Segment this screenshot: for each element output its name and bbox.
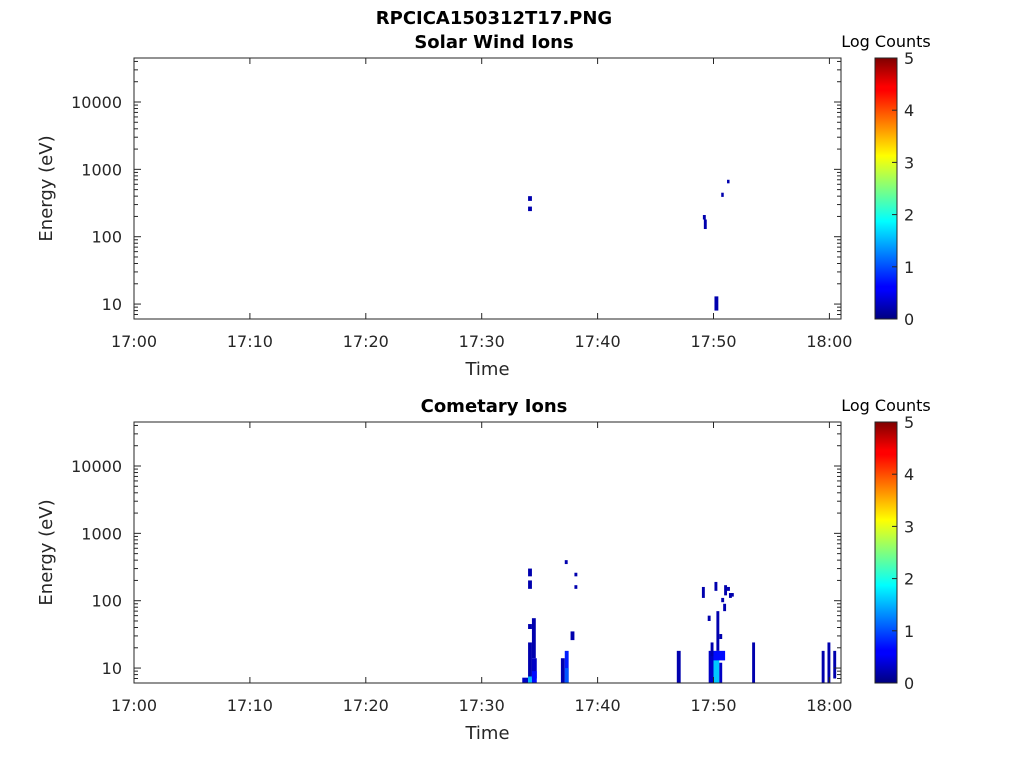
data-cell — [723, 603, 727, 612]
x-tick-label: 17:10 — [227, 696, 273, 715]
x-tick-label: 17:20 — [343, 696, 389, 715]
data-cell — [714, 296, 719, 311]
data-cell — [728, 593, 732, 598]
y-tick-label: 100 — [91, 228, 122, 247]
data-cell — [721, 597, 725, 603]
y-axis-label: Energy (eV) — [36, 135, 57, 241]
y-tick-label: 10 — [102, 659, 122, 678]
x-tick-label: 17:40 — [575, 332, 621, 351]
colorbar-tick-label: 0 — [904, 674, 914, 693]
data-cell — [528, 206, 532, 212]
data-cell — [531, 671, 537, 683]
data-cell — [752, 642, 756, 683]
data-cell — [719, 634, 723, 639]
data-cell — [522, 677, 529, 683]
data-cell — [721, 192, 724, 197]
y-tick-label: 10000 — [71, 457, 122, 476]
colorbar-tick-label: 2 — [904, 206, 914, 225]
spectrogram-cells — [528, 179, 730, 311]
data-cell — [531, 658, 537, 679]
data-cell — [560, 658, 565, 683]
colorbar-label: Log Counts — [841, 32, 931, 51]
plot-frame — [133, 57, 842, 320]
data-cell — [702, 215, 706, 220]
panel-title: Solar Wind Ions — [414, 32, 573, 53]
data-cell — [564, 650, 569, 683]
data-cell — [724, 585, 728, 596]
x-tick-label: 17:00 — [111, 332, 157, 351]
data-cell — [570, 631, 575, 641]
x-tick-label: 17:50 — [690, 696, 736, 715]
data-cell — [827, 642, 831, 683]
data-cell — [528, 642, 532, 679]
x-tick-label: 18:00 — [806, 696, 852, 715]
data-cell — [564, 560, 568, 565]
x-tick-label: 17:20 — [343, 332, 389, 351]
y-axis-label: Energy (eV) — [36, 499, 57, 605]
data-cell — [528, 196, 532, 201]
colorbar-tick-label: 3 — [904, 153, 914, 172]
colorbar-gradient — [875, 58, 897, 319]
x-tick-label: 18:00 — [806, 332, 852, 351]
data-cell — [727, 586, 730, 591]
y-tick-label: 1000 — [81, 160, 122, 179]
colorbar-frame — [874, 421, 898, 684]
data-cell — [713, 658, 720, 683]
data-cell — [707, 615, 711, 621]
x-tick-label: 17:30 — [459, 332, 505, 351]
x-tick-label: 17:40 — [575, 696, 621, 715]
data-cell — [714, 581, 718, 591]
colorbar-tick-label: 4 — [904, 465, 914, 484]
data-cell — [574, 572, 578, 577]
panel-title: Cometary Ions — [421, 396, 568, 417]
data-cell — [574, 585, 578, 589]
colorbar-tick-label: 1 — [904, 258, 914, 277]
x-axis-label: Time — [464, 723, 509, 744]
x-tick-label: 17:10 — [227, 332, 273, 351]
spectrogram-cells — [522, 560, 837, 683]
y-tick-label: 100 — [91, 592, 122, 611]
colorbar-tick-label: 3 — [904, 517, 914, 536]
colorbar-tick-label: 5 — [904, 413, 914, 432]
x-tick-label: 17:00 — [111, 696, 157, 715]
data-cell — [676, 650, 681, 683]
colorbar-label: Log Counts — [841, 396, 931, 415]
y-tick-label: 10 — [102, 295, 122, 314]
data-cell — [719, 662, 723, 683]
data-cell — [703, 219, 707, 230]
colorbar-tick-label: 5 — [904, 49, 914, 68]
colorbar-tick-label: 4 — [904, 101, 914, 120]
data-cell — [833, 650, 837, 679]
x-tick-label: 17:50 — [690, 332, 736, 351]
data-cell — [564, 668, 569, 683]
data-cell — [531, 618, 536, 659]
y-tick-label: 1000 — [81, 524, 122, 543]
colorbar-gradient — [875, 422, 897, 683]
data-cell — [730, 593, 734, 597]
panel-2: Cometary Ions 17:00 17:10 17:20 17:30 17:40 17… — [36, 396, 931, 744]
colorbar-tick-label: 1 — [904, 622, 914, 641]
colorbar-tick-label: 2 — [904, 570, 914, 589]
data-cell — [727, 179, 730, 184]
data-cell — [528, 568, 532, 577]
data-cell — [701, 586, 705, 598]
colorbar-tick-label: 0 — [904, 310, 914, 329]
x-axis-label: Time — [464, 359, 509, 380]
y-tick-label: 10000 — [71, 93, 122, 112]
data-cell — [710, 642, 714, 657]
data-cell — [528, 676, 532, 683]
plot-frame — [133, 421, 842, 684]
data-cell — [528, 624, 532, 630]
data-cell — [821, 650, 825, 683]
data-cell — [713, 650, 726, 661]
colorbar-frame — [874, 57, 898, 320]
data-cell — [708, 650, 714, 683]
data-cell — [528, 580, 532, 589]
panel-1: Solar Wind Ions 17:00 17:10 17:20 17:30 17:40… — [36, 32, 931, 380]
figure-title: RPCICA150312T17.PNG — [376, 8, 612, 29]
data-cell — [716, 611, 720, 651]
x-tick-label: 17:30 — [459, 696, 505, 715]
